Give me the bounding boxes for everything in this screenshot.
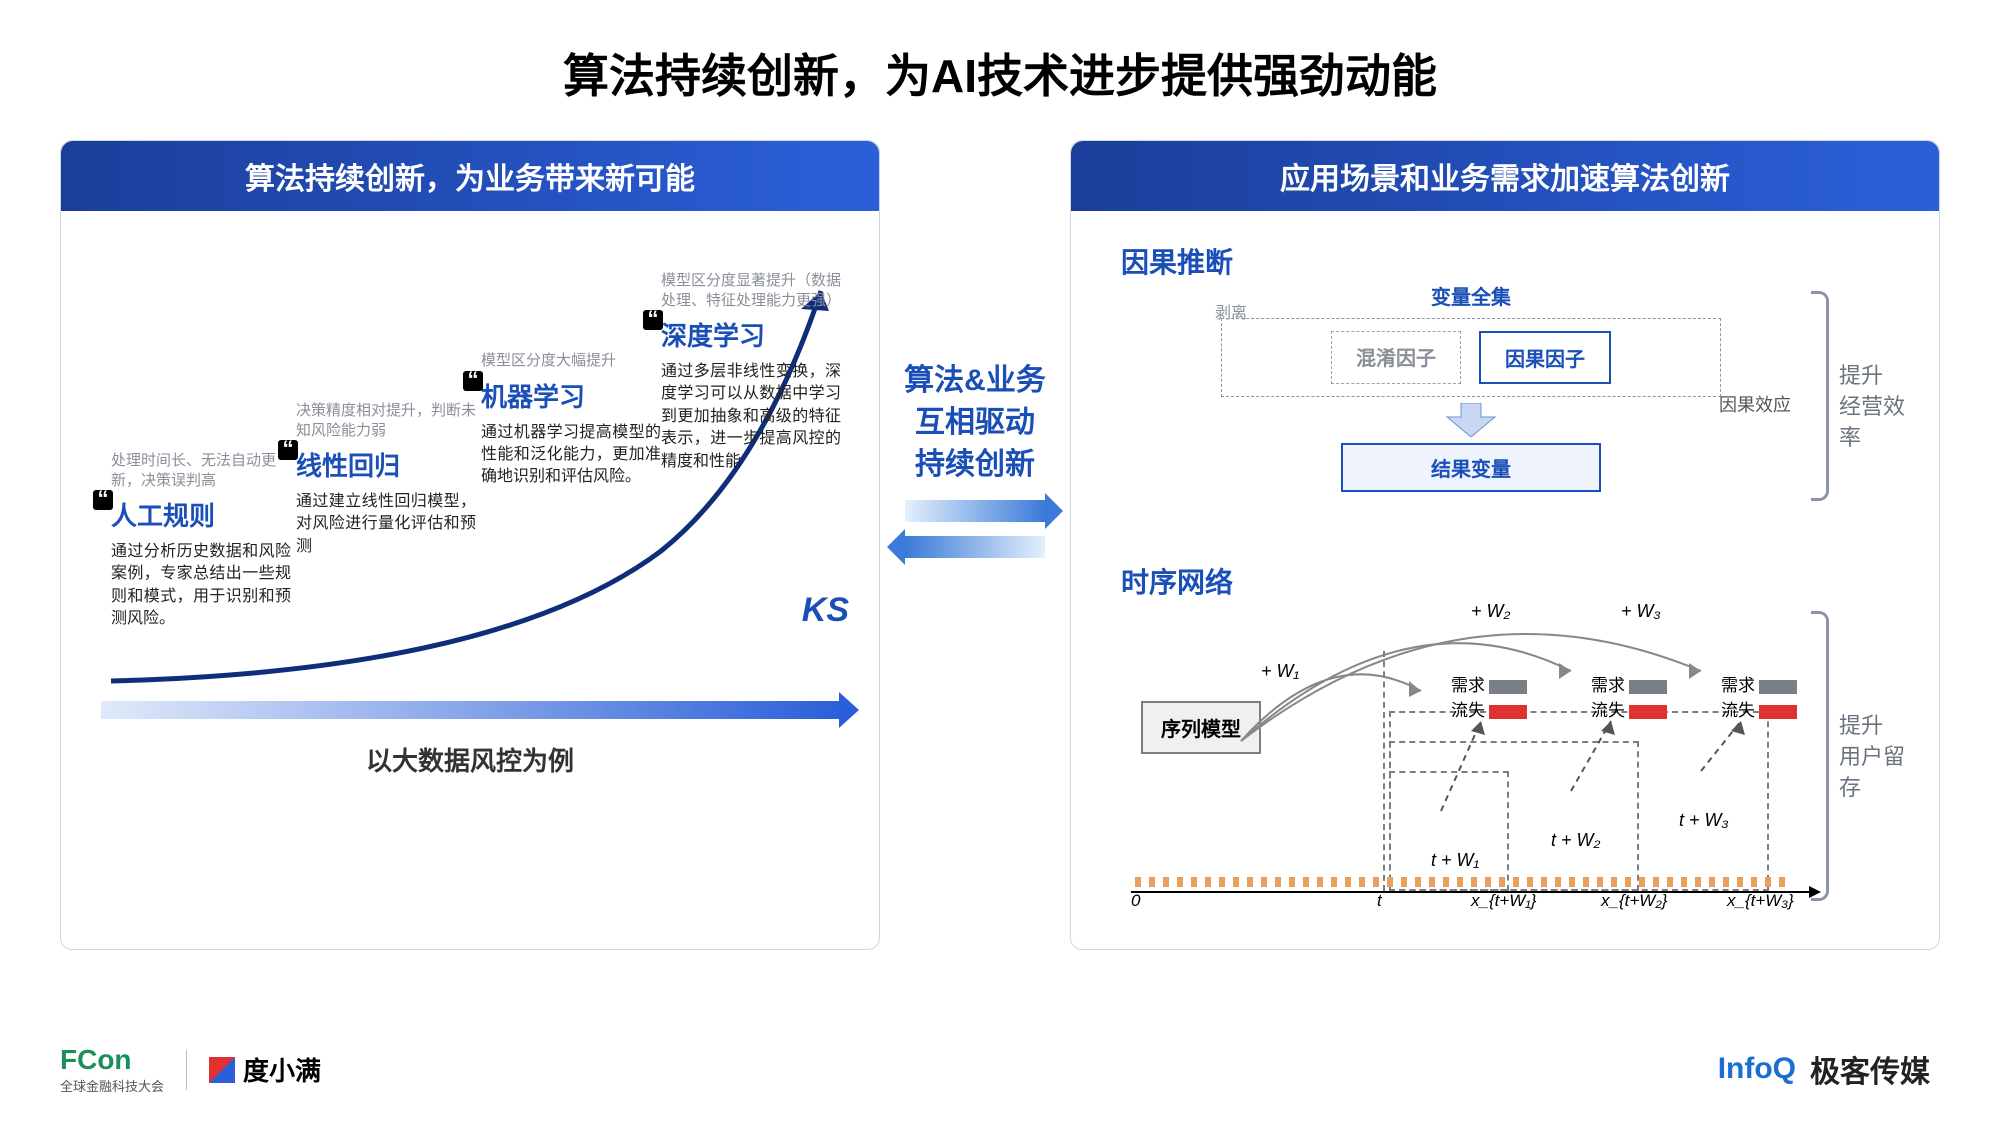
bracket-1 <box>1811 291 1829 501</box>
stage-3: 模型区分度显著提升（数据处理、特征处理能力更强）深度学习通过多层非线性变换，深度… <box>661 271 841 473</box>
tick-0: 0 <box>1131 891 1140 911</box>
stage-1: 决策精度相对提升，判断未知风险能力弱线性回归通过建立线性回归模型，对风险进行量化… <box>296 401 476 558</box>
cause-box: 因果因子 <box>1479 331 1611 384</box>
center-column: 算法&业务 互相驱动 持续创新 <box>895 360 1055 572</box>
x-axis-bar <box>101 701 839 719</box>
confounder-box: 混淆因子 <box>1331 331 1461 384</box>
arrow-right-icon <box>905 500 1045 522</box>
tick-t: t <box>1377 891 1382 911</box>
center-l2: 互相驱动 <box>895 402 1055 444</box>
sec2-title: 时序网络 <box>1121 561 1233 601</box>
tick-row1 <box>1135 877 1791 887</box>
center-l1: 算法&业务 <box>895 360 1055 402</box>
causal-top: 变量全集 <box>1221 281 1721 310</box>
footer-left: FCon 全球金融科技大会 度小满 <box>60 1044 321 1095</box>
bracket2-label: 提升用户留存 <box>1839 711 1919 803</box>
x-caption: 以大数据风控为例 <box>61 741 879 778</box>
ks-label: KS <box>802 591 849 630</box>
tick-x1: x_{t+W₁} <box>1471 891 1536 911</box>
slide-title: 算法持续创新，为AI技术进步提供强劲动能 <box>0 40 2000 106</box>
dxm-text: 度小满 <box>243 1051 321 1088</box>
down-arrow-icon <box>1221 403 1721 437</box>
dxm-logo: 度小满 <box>209 1051 321 1088</box>
result-box: 结果变量 <box>1341 443 1601 492</box>
causal-row: 混淆因子 因果因子 <box>1221 318 1721 397</box>
stage-0: 处理时间长、无法自动更新，决策误判高人工规则通过分析历史数据和风险案例，专家总结… <box>111 451 291 631</box>
divider <box>186 1050 187 1090</box>
dash-arrows <box>1131 601 1811 911</box>
infoq-logo: InfoQ <box>1718 1052 1796 1086</box>
stage-2: 模型区分度大幅提升机器学习通过机器学习提高模型的性能和泛化能力，更加准确地识别和… <box>481 351 661 489</box>
fcon-logo: FCon <box>60 1044 164 1076</box>
left-panel: 算法持续创新，为业务带来新可能 处理时间长、无法自动更新，决策误判高人工规则通过… <box>60 140 880 950</box>
arrow-left-icon <box>905 536 1045 558</box>
bracket-2 <box>1811 611 1829 901</box>
tick-x3: x_{t+W₃} <box>1727 891 1794 911</box>
strip-label: 剥离 <box>1215 299 1247 323</box>
effect-label: 因果效应 <box>1719 391 1791 417</box>
tick-x2: x_{t+W₂} <box>1601 891 1668 911</box>
right-panel: 应用场景和业务需求加速算法创新 因果推断 剥离 变量全集 混淆因子 因果因子 因… <box>1070 140 1940 950</box>
fcon-sub: 全球金融科技大会 <box>60 1076 164 1095</box>
left-header: 算法持续创新，为业务带来新可能 <box>61 141 879 211</box>
sec1-title: 因果推断 <box>1121 241 1233 281</box>
legend-1: 需求流失 <box>1591 671 1667 721</box>
legend-0: 需求流失 <box>1451 671 1527 721</box>
geek-logo: 极客传媒 <box>1810 1047 1930 1091</box>
dxm-icon <box>209 1057 235 1083</box>
right-header: 应用场景和业务需求加速算法创新 <box>1071 141 1939 211</box>
bracket1-label: 提升经营效率 <box>1839 361 1919 453</box>
ts-diagram: + W₁ + W₂ + W₃ t + W₁ t + W₂ t + W₃ <box>1131 601 1811 911</box>
legend-2: 需求流失 <box>1721 671 1797 721</box>
causal-diagram: 剥离 变量全集 混淆因子 因果因子 因果效应 结果变量 <box>1221 281 1721 492</box>
footer-right: InfoQ 极客传媒 <box>1718 1047 1930 1091</box>
center-l3: 持续创新 <box>895 444 1055 486</box>
